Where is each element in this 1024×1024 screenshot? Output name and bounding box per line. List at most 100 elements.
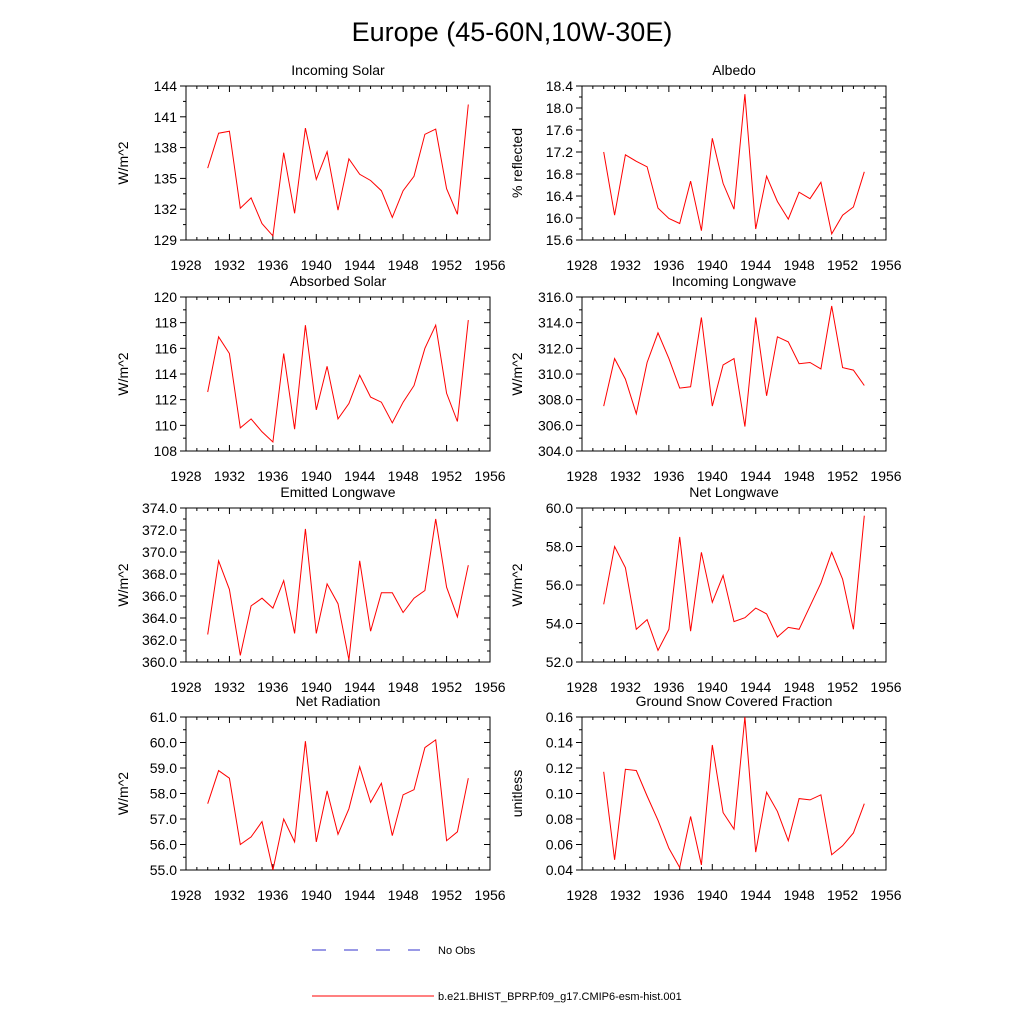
x-tick-label: 1948	[784, 257, 815, 273]
y-tick-label: 18.0	[546, 100, 573, 116]
x-tick-label: 1936	[257, 257, 288, 273]
legend: No Obs b.e21.BHIST_BPRP.f09_g17.CMIP6-es…	[312, 945, 682, 1003]
y-tick-label: 141	[154, 109, 178, 125]
y-tick-label: 58.0	[546, 539, 573, 555]
x-tick-label: 1940	[301, 887, 332, 903]
x-tick-label: 1944	[740, 679, 771, 695]
y-tick-label: 144	[154, 78, 178, 94]
x-tick-label: 1928	[170, 257, 201, 273]
x-tick-label: 1932	[214, 887, 245, 903]
y-tick-label: 374.0	[142, 500, 177, 516]
y-tick-label: 366.0	[142, 588, 177, 604]
figure-title: Europe (45-60N,10W-30E)	[352, 17, 673, 47]
x-tick-label: 1936	[257, 679, 288, 695]
x-tick-label: 1948	[388, 679, 419, 695]
x-tick-label: 1928	[566, 887, 597, 903]
y-tick-label: 60.0	[546, 500, 573, 516]
x-tick-label: 1940	[301, 257, 332, 273]
y-tick-label: 0.08	[546, 811, 573, 827]
y-tick-label: 306.0	[538, 417, 573, 433]
x-tick-label: 1948	[784, 468, 815, 484]
y-axis-label: W/m^2	[509, 563, 525, 606]
x-tick-label: 1932	[610, 468, 641, 484]
x-tick-label: 1956	[870, 257, 901, 273]
x-tick-label: 1956	[474, 468, 505, 484]
y-tick-label: 0.10	[546, 786, 573, 802]
y-tick-label: 116	[155, 340, 178, 356]
y-tick-label: 138	[154, 140, 178, 156]
y-tick-label: 54.0	[546, 616, 573, 632]
panel-title: Incoming Solar	[291, 62, 385, 78]
y-tick-label: 15.6	[546, 232, 573, 248]
y-tick-label: 0.16	[546, 709, 573, 725]
series-line	[603, 94, 865, 236]
plot-frame	[581, 85, 887, 241]
y-axis-label: W/m^2	[509, 352, 525, 395]
series-line	[603, 716, 865, 869]
plot-frame	[581, 296, 887, 452]
y-tick-label: 17.2	[546, 144, 573, 160]
x-tick-label: 1932	[610, 887, 641, 903]
x-tick-label: 1956	[474, 887, 505, 903]
panel-title: Albedo	[712, 62, 756, 78]
y-tick-label: 132	[154, 201, 178, 217]
y-tick-label: 118	[155, 315, 178, 331]
x-tick-label: 1936	[653, 468, 684, 484]
x-tick-label: 1952	[431, 257, 462, 273]
y-tick-label: 52.0	[546, 654, 573, 670]
y-tick-label: 135	[154, 170, 178, 186]
chart-panel: Incoming Solar 1928 1932 1936 1940 1944 1948 19…	[115, 62, 506, 273]
y-tick-label: 16.0	[546, 210, 573, 226]
x-tick-label: 1944	[344, 468, 375, 484]
x-tick-label: 1936	[653, 679, 684, 695]
x-tick-label: 1936	[257, 468, 288, 484]
panels: Incoming Solar 1928 1932 1936 1940 1944 1948 19…	[115, 62, 902, 903]
y-axis-label: unitless	[509, 770, 525, 817]
x-tick-label: 1952	[827, 679, 858, 695]
y-axis-label: W/m^2	[115, 563, 131, 606]
y-tick-label: 314.0	[538, 315, 573, 331]
x-tick-label: 1932	[214, 257, 245, 273]
x-tick-label: 1956	[474, 257, 505, 273]
panel-title: Net Radiation	[296, 693, 381, 709]
y-tick-label: 368.0	[142, 566, 177, 582]
x-tick-label: 1940	[301, 679, 332, 695]
x-tick-label: 1932	[610, 257, 641, 273]
x-tick-label: 1932	[214, 679, 245, 695]
x-tick-label: 1948	[388, 257, 419, 273]
series-line	[603, 305, 865, 427]
x-tick-label: 1944	[344, 679, 375, 695]
y-tick-label: 308.0	[538, 392, 573, 408]
x-tick-label: 1952	[827, 257, 858, 273]
y-tick-label: 112	[155, 392, 178, 408]
y-tick-label: 316.0	[538, 289, 573, 305]
y-axis-label: % reflected	[509, 128, 525, 198]
plot-frame	[185, 507, 491, 663]
y-tick-label: 58.0	[150, 786, 177, 802]
y-tick-label: 110	[155, 417, 178, 433]
x-tick-label: 1940	[697, 887, 728, 903]
y-tick-label: 59.0	[150, 760, 177, 776]
chart-panel: Emitted Longwave 1928 1932 1936 1940 1944 1948…	[115, 484, 506, 695]
y-tick-label: 129	[154, 232, 178, 248]
x-tick-label: 1928	[566, 468, 597, 484]
series-line	[207, 738, 469, 871]
x-tick-label: 1936	[257, 887, 288, 903]
y-tick-label: 55.0	[150, 862, 177, 878]
legend-model-label: b.e21.BHIST_BPRP.f09_g17.CMIP6-esm-hist.…	[438, 991, 682, 1003]
x-tick-label: 1948	[388, 887, 419, 903]
y-tick-label: 372.0	[142, 522, 177, 538]
x-tick-label: 1948	[784, 887, 815, 903]
y-tick-label: 360.0	[142, 654, 177, 670]
y-tick-label: 16.4	[546, 188, 573, 204]
x-tick-label: 1952	[827, 468, 858, 484]
chart-panel: Absorbed Solar 1928 1932 1936 1940 1944 1948 19…	[115, 273, 506, 484]
y-axis-label: W/m^2	[115, 141, 131, 184]
y-tick-label: 0.06	[546, 837, 573, 853]
x-tick-label: 1940	[697, 257, 728, 273]
plot-frame	[185, 85, 491, 241]
y-tick-label: 17.6	[546, 122, 573, 138]
y-tick-label: 304.0	[538, 443, 573, 459]
x-tick-label: 1956	[870, 679, 901, 695]
